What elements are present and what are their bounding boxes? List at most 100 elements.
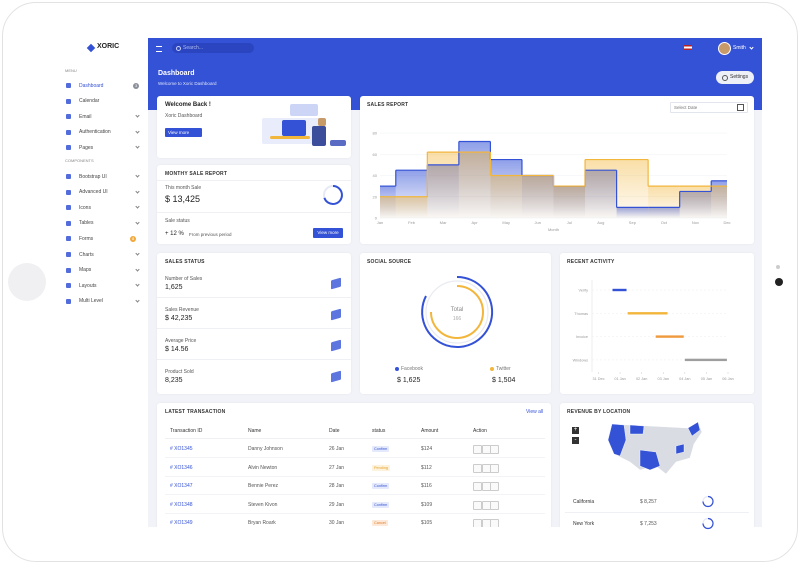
total-label: Total <box>451 307 464 313</box>
menu-item[interactable]: Tables <box>79 220 94 227</box>
illustration-shape <box>312 126 326 146</box>
menu-icon[interactable] <box>66 220 71 226</box>
menu-toggle[interactable] <box>156 46 162 52</box>
status-value: 1,625 <box>165 284 183 291</box>
divider <box>165 512 545 514</box>
menu-item[interactable]: Calendar <box>79 98 100 105</box>
flag[interactable] <box>684 45 692 50</box>
task-label: Verify <box>579 289 589 293</box>
page-subtitle: Welcome to Xoric Dashboard <box>158 81 217 86</box>
date: 30 Jan <box>329 520 345 527</box>
amount: $116 <box>421 483 432 490</box>
menu-item[interactable]: Pages <box>79 144 94 151</box>
area-segment <box>458 152 491 218</box>
avatar[interactable] <box>718 42 731 55</box>
task-label: Windows <box>573 358 589 362</box>
search-box[interactable] <box>172 43 254 53</box>
amount: $112 <box>421 464 432 471</box>
menu-icon[interactable] <box>66 174 71 179</box>
menu-icon[interactable] <box>66 145 71 151</box>
home-button[interactable] <box>8 263 46 301</box>
menu-item[interactable]: Dashboard <box>79 82 104 89</box>
transactions-title: LATEST TRANSACTION <box>165 409 226 415</box>
menu-badge: 8 <box>130 235 137 242</box>
ring-facebook <box>421 275 494 348</box>
area-segment <box>395 196 428 218</box>
menu-item[interactable]: Advanced UI <box>79 189 108 196</box>
status-value: 8,235 <box>165 377 183 384</box>
date: 29 Jan <box>329 501 345 508</box>
menu-item[interactable]: Bootstrap UI <box>79 173 107 180</box>
x-tick-label: Aug <box>597 220 604 225</box>
status-label: Product Sold <box>165 369 194 375</box>
menu-item[interactable]: Icons <box>79 204 91 211</box>
menu-item[interactable]: Layouts <box>79 282 97 289</box>
status-label: Sale status <box>165 218 190 224</box>
x-tick-label: Nov <box>692 220 699 225</box>
zoom-out[interactable]: - <box>572 437 579 444</box>
menu-item[interactable]: Email <box>79 113 92 120</box>
area-segment <box>380 196 396 218</box>
menu-icon[interactable] <box>66 129 71 135</box>
user-name[interactable]: Smith <box>733 45 746 51</box>
area-segment <box>585 159 617 218</box>
menu-icon[interactable] <box>66 236 71 242</box>
x-tick-label: Apr <box>472 220 479 225</box>
progress-arc <box>323 185 343 205</box>
legend-name: Twitter <box>496 366 511 372</box>
x-axis-label: Month <box>548 227 559 232</box>
menu-item[interactable]: Maps <box>79 267 92 274</box>
menu-icon[interactable] <box>66 252 71 257</box>
area-segment <box>521 175 554 218</box>
area-segment <box>490 175 522 218</box>
menu-icon[interactable] <box>66 205 71 211</box>
x-tick-label: 06 Jan <box>722 377 733 381</box>
monthly-button[interactable]: View more <box>313 228 343 238</box>
sales-status-card <box>157 253 351 394</box>
divider <box>157 180 351 181</box>
x-tick-label: Jul <box>567 220 572 225</box>
menu-badge: 3 <box>133 82 140 89</box>
zoom-in[interactable]: + <box>572 427 579 434</box>
menu-icon[interactable] <box>66 189 71 195</box>
date-input[interactable]: Select Date <box>670 102 748 113</box>
total-value: 166 <box>453 316 462 322</box>
monthly-change: + 12 % <box>165 231 184 237</box>
divider <box>565 512 749 513</box>
action-button[interactable] <box>490 500 499 510</box>
menu-icon[interactable] <box>66 298 71 304</box>
y-tick-label: 40 <box>373 173 378 178</box>
highlighted-state <box>675 443 685 455</box>
view-all[interactable]: View all <box>526 409 544 415</box>
illustration-shape <box>290 104 318 116</box>
action-button[interactable] <box>490 445 499 454</box>
action-button[interactable] <box>490 463 499 473</box>
x-tick-label: 05 Jan <box>701 377 712 381</box>
sensor <box>776 265 780 269</box>
menu-item[interactable]: Forms <box>79 235 94 242</box>
logo: XORIC <box>97 43 120 50</box>
menu-icon[interactable] <box>66 98 71 104</box>
task-bar <box>612 288 627 292</box>
menu-icon[interactable] <box>66 283 71 289</box>
menu-icon[interactable] <box>66 114 71 120</box>
menu-icon[interactable] <box>66 267 71 273</box>
column-header: Action <box>473 428 487 434</box>
divider <box>157 297 351 298</box>
menu-icon[interactable] <box>66 83 71 88</box>
action-button[interactable] <box>490 482 499 492</box>
amount: $124 <box>421 446 433 452</box>
search-placeholder[interactable]: Search... <box>183 45 204 51</box>
customer-name: Bryan Roark <box>248 520 276 527</box>
transaction-id: # XO1346 <box>170 464 193 471</box>
x-tick-label: 31 Dec <box>592 377 604 381</box>
welcome-button[interactable]: View more <box>165 128 202 137</box>
menu-item[interactable]: Charts <box>79 251 94 258</box>
status-badge: Confirm <box>372 501 390 508</box>
menu-item[interactable]: Multi Level <box>79 298 103 305</box>
menu-item[interactable]: Authentication <box>79 129 111 136</box>
highlighted-state <box>607 423 627 457</box>
highlighted-state <box>687 421 701 437</box>
social-title: SOCIAL SOURCE <box>367 259 412 265</box>
